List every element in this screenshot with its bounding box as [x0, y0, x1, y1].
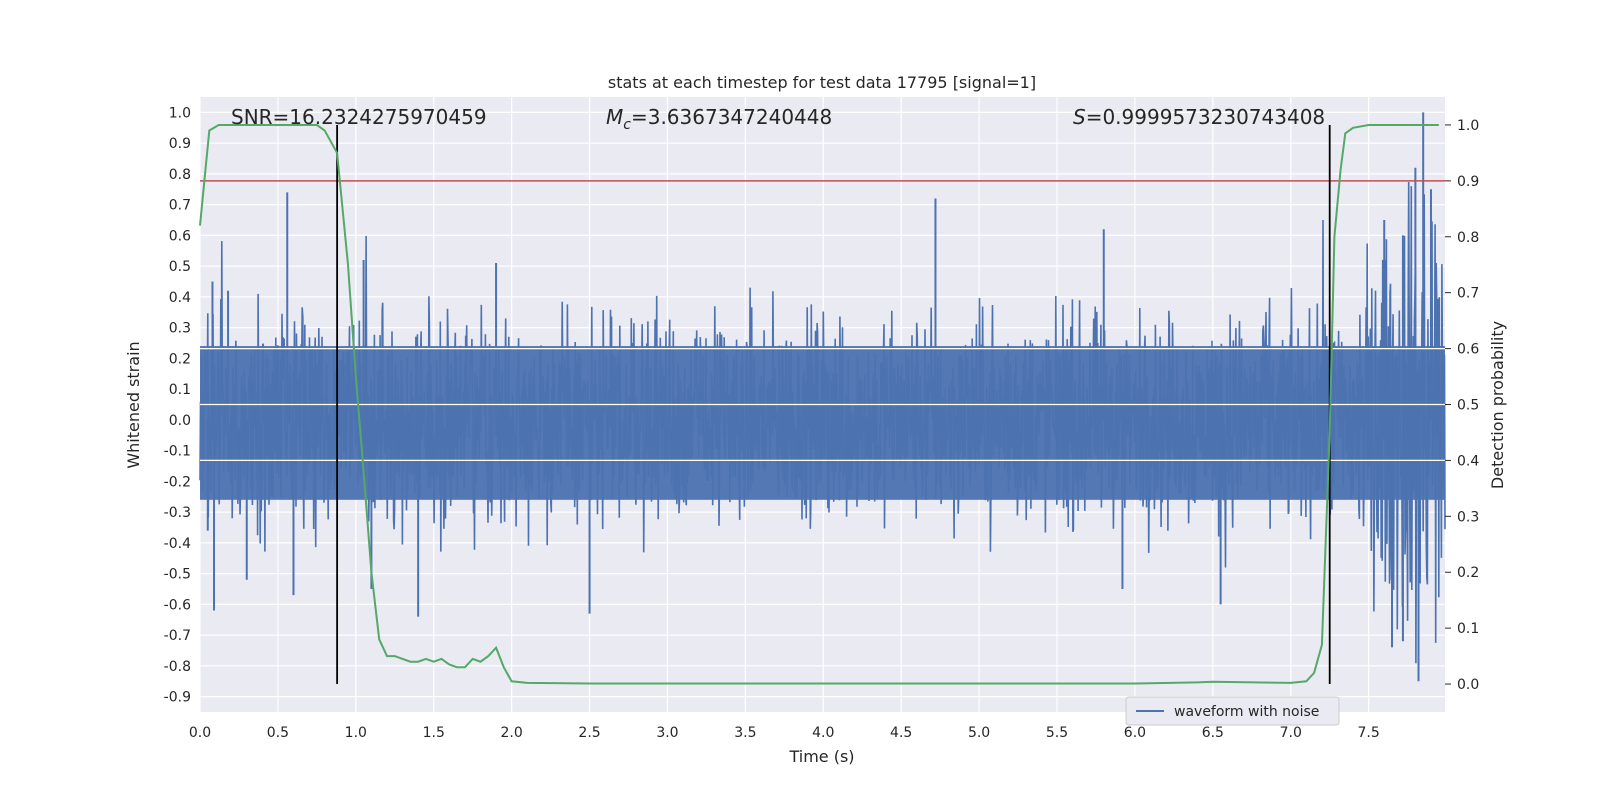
- chirp-mass-symbol: M: [606, 105, 623, 129]
- x-tick-label-8: 4.0: [812, 725, 834, 741]
- legend-entry: waveform with noise: [1174, 704, 1319, 720]
- x-tick-label-1: 0.5: [267, 725, 289, 741]
- waveform-dense-band: [200, 346, 1445, 500]
- detection-stat-annotation: S=0.9999573230743408: [1073, 105, 1325, 129]
- y-tick-label-8: 0.2: [169, 351, 191, 367]
- y-tick-label-15: -0.5: [164, 567, 191, 583]
- y-tick-label-2: 0.8: [169, 167, 191, 183]
- legend: waveform with noise: [1125, 696, 1340, 726]
- x-tick-label-0: 0.0: [189, 725, 211, 741]
- y-tick-label-13: -0.3: [164, 505, 191, 521]
- y-axis-label: Whitened strain: [124, 341, 143, 468]
- y2-tick-label-7: 0.3: [1457, 509, 1479, 525]
- y2-tick-label-2: 0.8: [1457, 230, 1479, 246]
- left-axis-ticks: 1.0 0.9 0.8 0.7 0.6 0.5 0.4 0.3 0.2 0.1 0.0 -0.1 -0.…: [164, 105, 191, 705]
- x-tick-label-3: 1.5: [423, 725, 445, 741]
- y-tick-label-9: 0.1: [169, 382, 191, 398]
- y-tick-label-17: -0.7: [164, 628, 191, 644]
- chart-title: stats at each timestep for test data 177…: [608, 73, 1036, 92]
- y-tick-label-4: 0.6: [169, 228, 191, 244]
- y2-tick-label-3: 0.7: [1457, 286, 1479, 302]
- x-tick-label-9: 4.5: [890, 725, 912, 741]
- y-tick-label-6: 0.4: [169, 290, 191, 306]
- x-axis-ticks: 0.0 0.5 1.0 1.5 2.0 2.5 3.0 3.5 4.0 4.5 5.0 5.5 6.0 6…: [189, 725, 1380, 741]
- y2-tick-label-10: 0.0: [1457, 677, 1479, 693]
- x-tick-label-10: 5.0: [968, 725, 990, 741]
- y-tick-label-1: 0.9: [169, 136, 191, 152]
- y-tick-label-16: -0.6: [164, 597, 191, 613]
- chirp-mass-annotation: Mc=3.6367347240448: [606, 105, 832, 133]
- y2-tick-label-9: 0.1: [1457, 621, 1479, 637]
- x-tick-label-2: 1.0: [345, 725, 367, 741]
- x-tick-label-12: 6.0: [1124, 725, 1146, 741]
- chirp-mass-value: =3.6367347240448: [631, 105, 832, 129]
- waveform-series: [199, 112, 1446, 682]
- legend-box: [1125, 696, 1340, 726]
- x-tick-label-11: 5.5: [1046, 725, 1068, 741]
- y-tick-label-12: -0.2: [164, 474, 191, 490]
- snr-annotation: SNR=16.2324275970459: [231, 105, 487, 129]
- x-tick-label-4: 2.0: [501, 725, 523, 741]
- y-tick-label-14: -0.4: [164, 536, 191, 552]
- probability-line: [199, 124, 1439, 685]
- detection-stat-symbol: S: [1073, 105, 1086, 129]
- y-tick-label-10: 0.0: [169, 413, 191, 429]
- x-tick-label-14: 7.0: [1280, 725, 1302, 741]
- chirp-mass-subscript: c: [623, 117, 631, 133]
- x-tick-label-5: 2.5: [578, 725, 600, 741]
- x-tick-label-13: 6.5: [1202, 725, 1224, 741]
- right-axis-ticks: 1.0 0.9 0.8 0.7 0.6 0.5 0.4 0.3 0.2 0.1 0.0: [1445, 118, 1479, 693]
- y-tick-label-3: 0.7: [169, 198, 191, 214]
- y-tick-label-11: -0.1: [164, 444, 191, 460]
- y-tick-label-18: -0.8: [164, 659, 191, 675]
- x-axis-label: Time (s): [788, 747, 854, 766]
- x-tick-label-6: 3.0: [656, 725, 678, 741]
- y2-tick-label-5: 0.5: [1457, 398, 1479, 414]
- detection-stat-value: =0.9999573230743408: [1086, 105, 1325, 129]
- y2-tick-label-8: 0.2: [1457, 565, 1479, 581]
- y-tick-label-0: 1.0: [169, 105, 191, 121]
- y2-tick-label-6: 0.4: [1457, 453, 1479, 469]
- y2-tick-label-4: 0.6: [1457, 342, 1479, 358]
- y-tick-label-7: 0.3: [169, 321, 191, 337]
- probability-series: [199, 124, 1439, 685]
- y2-tick-label-0: 1.0: [1457, 118, 1479, 134]
- y-tick-label-19: -0.9: [164, 690, 191, 706]
- x-tick-label-7: 3.5: [734, 725, 756, 741]
- y-tick-label-5: 0.5: [169, 259, 191, 275]
- y2-tick-label-1: 0.9: [1457, 174, 1479, 190]
- x-tick-label-15: 7.5: [1358, 725, 1380, 741]
- y2-axis-label: Detection probability: [1488, 321, 1507, 489]
